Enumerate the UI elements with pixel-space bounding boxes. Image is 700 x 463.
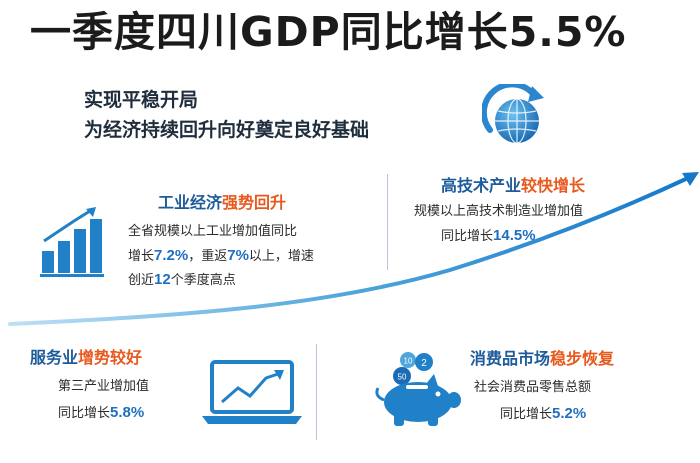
industry-line1: 全省规模以上工业增加值同比: [128, 224, 298, 239]
piggy-bank-icon: 10 2 50: [375, 352, 461, 426]
divider-top: [387, 174, 388, 270]
industry-line3-post: 个季度高点: [170, 273, 236, 288]
services-growth: 5.8%: [110, 404, 145, 421]
hightech-line2: 同比增长14.5%: [441, 224, 536, 249]
headline: 一季度四川GDP同比增长5.5%: [30, 8, 627, 56]
services-title: 服务业增势较好: [30, 344, 142, 368]
consumer-title: 消费品市场稳步恢复: [470, 345, 614, 369]
industry-title-highlight: 强势回升: [222, 193, 287, 212]
coin-label-3: 50: [398, 373, 407, 382]
services-line1: 第三产业增加值: [58, 379, 150, 394]
services-line2: 同比增长5.8%: [58, 401, 144, 426]
coin-label-2: 2: [421, 358, 427, 369]
consumer-title-highlight: 稳步恢复: [550, 349, 615, 368]
consumer-line2-pre: 同比增长: [500, 407, 553, 422]
hightech-line2-pre: 同比增长: [441, 229, 494, 244]
consumer-line1: 社会消费品零售总额: [474, 380, 592, 395]
services-title-normal: 服务业: [30, 348, 79, 367]
industry-line2: 增长7.2%，重返7%以上，增速: [128, 244, 314, 269]
coin-label-1: 10: [404, 357, 413, 366]
subheadline-line2: 为经济持续回升向好奠定良好基础: [84, 119, 370, 141]
hightech-line1: 规模以上高技术制造业增加值: [414, 204, 584, 219]
services-title-highlight: 增势较好: [78, 348, 143, 367]
industry-line2-pre: 增长: [128, 249, 155, 264]
divider-bottom: [316, 344, 317, 440]
hightech-title: 高技术产业较快增长: [441, 172, 585, 196]
hightech-growth: 14.5%: [493, 227, 536, 244]
industry-line2-mid: ，重返: [188, 249, 228, 264]
industry-title-normal: 工业经济: [158, 193, 223, 212]
bar-chart-icon: [40, 207, 104, 277]
industry-line3: 创近12个季度高点: [128, 268, 236, 293]
services-line2-pre: 同比增长: [58, 406, 111, 421]
globe-arrow-icon: [482, 84, 544, 144]
industry-growth-2: 7%: [227, 247, 249, 264]
industry-quarters: 12: [154, 271, 171, 288]
hightech-title-highlight: 较快增长: [521, 176, 586, 195]
laptop-chart-icon: [202, 360, 302, 424]
industry-growth-1: 7.2%: [154, 247, 189, 264]
industry-line2-post: 以上，增速: [248, 249, 314, 264]
subheadline-line1: 实现平稳开局: [84, 89, 199, 111]
consumer-line2: 同比增长5.2%: [500, 402, 586, 427]
industry-title: 工业经济强势回升: [158, 189, 286, 213]
consumer-growth: 5.2%: [552, 405, 587, 422]
consumer-title-normal: 消费品市场: [470, 349, 551, 368]
industry-line3-pre: 创近: [128, 273, 155, 288]
hightech-title-normal: 高技术产业: [441, 176, 522, 195]
